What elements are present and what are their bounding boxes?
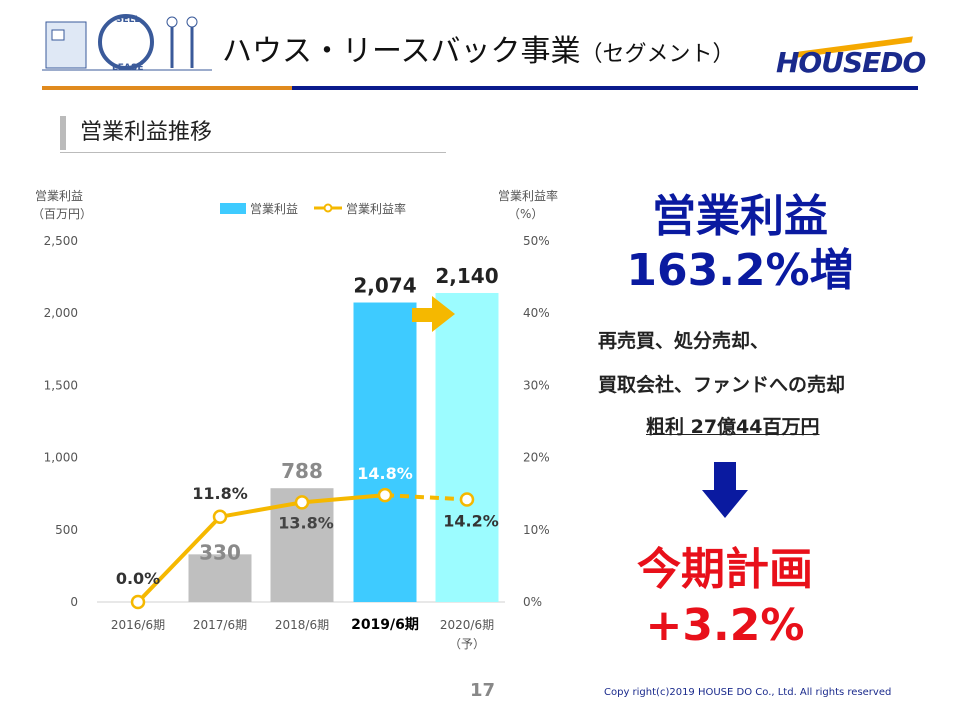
- housedo-logo: HOUSEDO: [776, 46, 926, 79]
- x-tick-label: 2019/6期: [351, 617, 419, 633]
- margin-point: [377, 487, 393, 503]
- margin-point: [294, 495, 310, 510]
- slide-title: ハウス・リースバック事業（セグメント）: [222, 26, 735, 70]
- headline-profit-growth: 営業利益 163.2%増: [580, 190, 900, 298]
- bar-value-label: 788: [281, 459, 323, 483]
- right-tick-label: 30%: [523, 378, 550, 392]
- legend-line-marker: [323, 203, 333, 213]
- left-tick-label: 500: [55, 523, 78, 537]
- left-tick-label: 1,000: [44, 451, 78, 465]
- right-tick-label: 10%: [523, 523, 550, 537]
- margin-value-label: 11.8%: [192, 484, 248, 503]
- margin-value-label: 14.8%: [357, 464, 413, 483]
- plan-headline: 今期計画 +3.2%: [570, 542, 880, 654]
- operating-profit-chart: 営業利益 （百万円） 営業利益率 （%） 営業利益 営業利益率 0 500 1,00…: [32, 188, 558, 651]
- left-axis-label: 営業利益: [35, 189, 83, 203]
- margin-line-forecast: [384, 493, 468, 502]
- right-tick-label: 20%: [523, 451, 550, 465]
- page-number: 17: [470, 680, 496, 701]
- margin-value-label: 13.8%: [278, 513, 334, 532]
- bar-value-label: 2,140: [435, 264, 498, 288]
- margin-point: [212, 509, 228, 525]
- margin-value-label: 14.2%: [443, 511, 499, 530]
- legend-bar-label: 営業利益: [250, 202, 298, 216]
- left-tick-label: 2,500: [44, 234, 78, 248]
- left-tick-label: 2,000: [44, 306, 78, 320]
- bar-2019/6期: [353, 302, 417, 602]
- x-tick-label: 2017/6期: [193, 618, 247, 632]
- sell-lease-logo: SELL LEASE: [42, 14, 212, 73]
- margin-point: [130, 594, 146, 610]
- right-tick-label: 0%: [523, 595, 542, 609]
- headline-line2: 163.2%増: [626, 245, 854, 296]
- svg-text:LEASE: LEASE: [112, 63, 143, 73]
- x-tick-label: 2018/6期: [275, 618, 329, 632]
- down-arrow-icon: [702, 462, 748, 518]
- left-axis-unit: （百万円）: [32, 207, 92, 221]
- legend-line-label: 営業利益率: [346, 201, 406, 216]
- bar-2020/6期: [435, 292, 499, 602]
- note-line1: 再売買、処分売却、: [598, 330, 770, 352]
- title-suffix: （セグメント）: [580, 42, 735, 67]
- headline-line1: 営業利益: [652, 191, 828, 242]
- margin-point: [459, 492, 475, 507]
- left-tick-label: 0: [70, 595, 78, 609]
- section-marker: [60, 116, 66, 150]
- bar-value-label: 2,074: [353, 274, 416, 298]
- right-tick-label: 50%: [523, 234, 550, 248]
- left-tick-label: 1,500: [44, 378, 78, 392]
- bar-2017/6期: [188, 554, 252, 602]
- title-main: ハウス・リースバック事業: [222, 34, 581, 69]
- x-tick-sublabel: （予）: [449, 637, 485, 651]
- plan-line2: +3.2%: [645, 600, 805, 651]
- bar-value-label: 330: [199, 540, 241, 564]
- svg-text:SELL: SELL: [116, 15, 140, 25]
- x-tick-label: 2016/6期: [111, 618, 165, 632]
- note-line2: 買取会社、ファンドへの売却: [598, 374, 846, 396]
- section-rule: [60, 152, 446, 153]
- header-rule-blue: [292, 86, 918, 90]
- margin-line: [136, 493, 386, 604]
- x-tick-label: 2020/6期: [440, 618, 494, 632]
- margin-value-label: 0.0%: [116, 569, 160, 588]
- plan-line1: 今期計画: [637, 544, 813, 595]
- right-axis-unit: （%）: [508, 207, 543, 221]
- header-rule-orange: [42, 86, 292, 90]
- right-tick-label: 40%: [523, 306, 550, 320]
- right-axis-label: 営業利益率: [498, 188, 558, 203]
- copyright: Copy right(c)2019 HOUSE DO Co., Ltd. All…: [604, 687, 892, 698]
- legend-bar-swatch: [220, 203, 246, 214]
- growth-arrow-icon: [412, 296, 455, 332]
- section-title: 営業利益推移: [80, 120, 213, 145]
- note-gross-profit: 粗利 27億44百万円: [646, 416, 820, 438]
